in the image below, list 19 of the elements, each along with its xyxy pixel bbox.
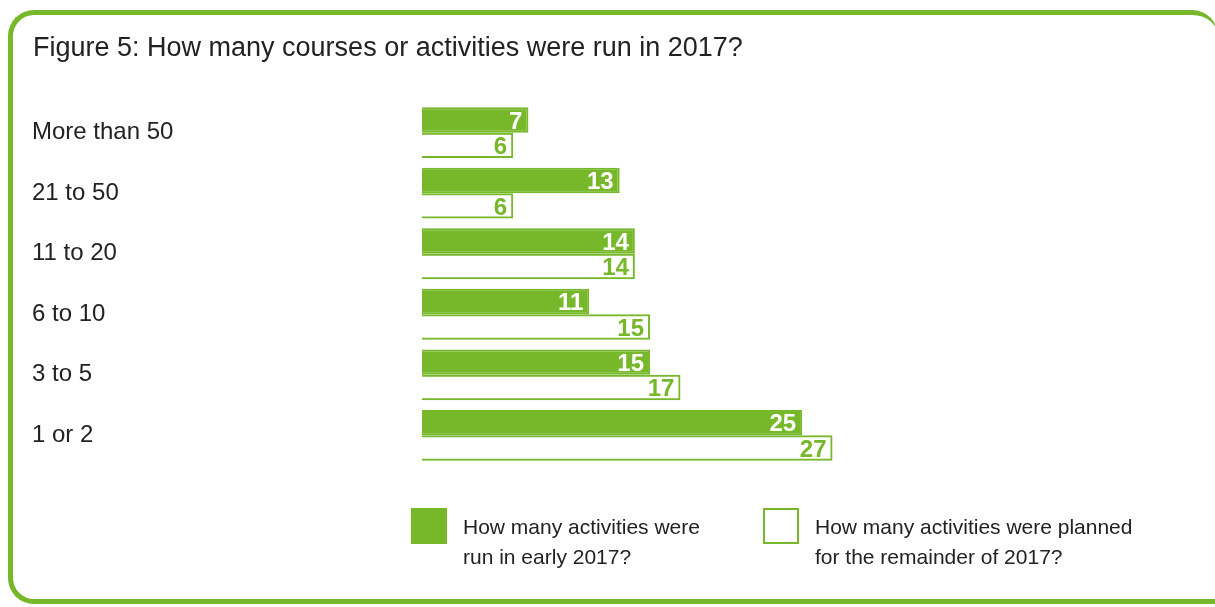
data-label: 25 [769,409,797,437]
data-label: 15 [617,348,645,376]
data-label: 17 [647,374,675,402]
chart-title: Figure 5: How many courses or activities were run in 2017? [33,32,743,63]
data-label: 11 [557,288,584,316]
data-label: 14 [602,253,630,281]
data-label: 15 [617,313,645,341]
y-tick-label: 6 to 10 [32,298,106,326]
y-tick-label: 3 to 5 [32,359,93,387]
legend-label: How many activities were planned for the remainder of 2017? [815,514,1134,570]
data-label: 14 [602,227,630,255]
y-tick-label: More than 50 [32,117,174,145]
legend-label: How many activities were run in early 2017? [463,514,701,570]
data-label: 7 [509,106,523,134]
y-tick-label: 11 to 20 [32,238,117,266]
y-tick-label: 1 or 2 [32,419,94,447]
data-label: 27 [799,434,827,462]
data-label: 13 [586,167,614,195]
y-tick-label: 21 to 50 [32,177,119,205]
